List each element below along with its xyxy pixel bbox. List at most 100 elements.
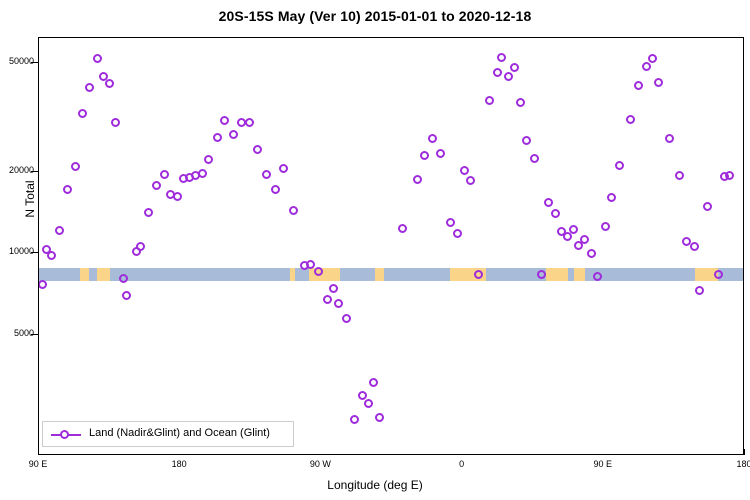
scatter-point [229,130,239,140]
scatter-point [550,209,560,219]
scatter-point [556,227,566,237]
x-tick-mark [744,449,745,455]
scatter-point [119,273,129,283]
scatter-point [574,240,584,250]
scatter-point [412,175,422,185]
scatter-point [569,225,579,235]
legend-marker-icon [60,430,69,439]
scatter-point [144,207,154,217]
scatter-point [252,144,262,154]
scatter-point [357,391,367,401]
band-segment-ocean [89,267,98,281]
x-axis-label: Longitude (deg E) [327,478,423,492]
scatter-point [92,54,102,64]
scatter-point [453,229,463,239]
scatter-point [160,169,169,179]
band-segment-land [79,267,90,281]
scatter-point [428,134,438,144]
scatter-point [368,378,378,388]
scatter-point [172,192,182,201]
band-segment-ocean [718,267,743,281]
scatter-point [111,118,121,128]
scatter-point [516,98,526,108]
band-segment-ocean [567,267,574,281]
scatter-point [473,269,483,279]
scatter-point [492,67,502,77]
scatter-point [84,83,94,93]
x-tick-label: 180 [736,459,750,469]
scatter-point [641,61,651,71]
x-tick-label: 90 W [309,459,331,469]
band-segment-land [374,267,385,281]
scatter-point [593,272,603,282]
scatter-point [633,80,643,90]
scatter-point [42,245,52,255]
scatter-point [625,115,635,125]
scatter-point [313,266,323,276]
scatter-point [497,52,507,62]
scatter-point [271,184,281,194]
band-segment-land [573,267,585,281]
band-segment-ocean [384,267,451,281]
band-segment-land [694,267,719,281]
scatter-point [695,286,704,296]
scatter-point [459,165,469,175]
scatter-point [39,279,47,289]
scatter-point [724,170,734,180]
plot-area[interactable] [38,37,744,455]
scatter-point [586,248,596,258]
scatter-point [136,242,146,252]
scatter-point [334,298,344,308]
scatter-point [78,109,88,119]
scatter-point [563,232,573,242]
scatter-point [279,163,289,173]
scatter-point [329,283,339,293]
scatter-point [70,162,80,172]
scatter-point [674,170,684,180]
scatter-point [536,269,546,279]
band-segment-land [97,267,110,281]
scatter-point [47,250,57,260]
y-tick-label: 50000 [8,56,34,67]
scatter-point [690,242,700,252]
scatter-point [484,96,494,106]
y-axis-label: N Total [23,180,37,218]
scatter-point [607,192,617,202]
band-segment-ocean [39,267,80,281]
scatter-point [305,260,315,270]
band-segment-land [545,267,568,281]
band-segment-ocean [109,267,291,281]
scatter-point [682,236,692,246]
scatter-point [436,149,446,159]
legend-item-label: Land (Nadir&Glint) and Ocean (Glint) [89,427,270,439]
scatter-point [713,269,723,279]
scatter-point [465,175,475,185]
scatter-point [203,154,213,164]
chart-title: 20S-15S May (Ver 10) 2015-01-01 to 2020-… [218,8,532,24]
scatter-point [580,234,590,244]
scatter-point [105,79,115,89]
scatter-point [420,151,430,161]
scatter-point [197,168,207,178]
scatter-point [398,223,408,233]
scatter-point [530,153,540,163]
scatter-point [522,136,532,146]
scatter-point [152,180,162,190]
y-tick-label: 5000 [13,328,34,339]
scatter-point [614,161,624,171]
scatter-point [654,77,664,87]
band-segment-ocean [294,267,309,281]
scatter-point [349,415,359,425]
scatter-point [374,412,384,422]
chart-legend: Land (Nadir&Glint) and Ocean (Glint) [42,421,294,447]
band-segment-ocean [584,267,695,281]
scatter-point [702,201,712,211]
scatter-point [54,226,64,236]
scatter-point [544,197,554,207]
band-segment-ocean [340,267,375,281]
x-tick-label: 90 E [593,459,613,469]
x-tick-label: 0 [459,459,465,469]
scatter-point [445,217,455,227]
scatter-point [503,71,513,81]
